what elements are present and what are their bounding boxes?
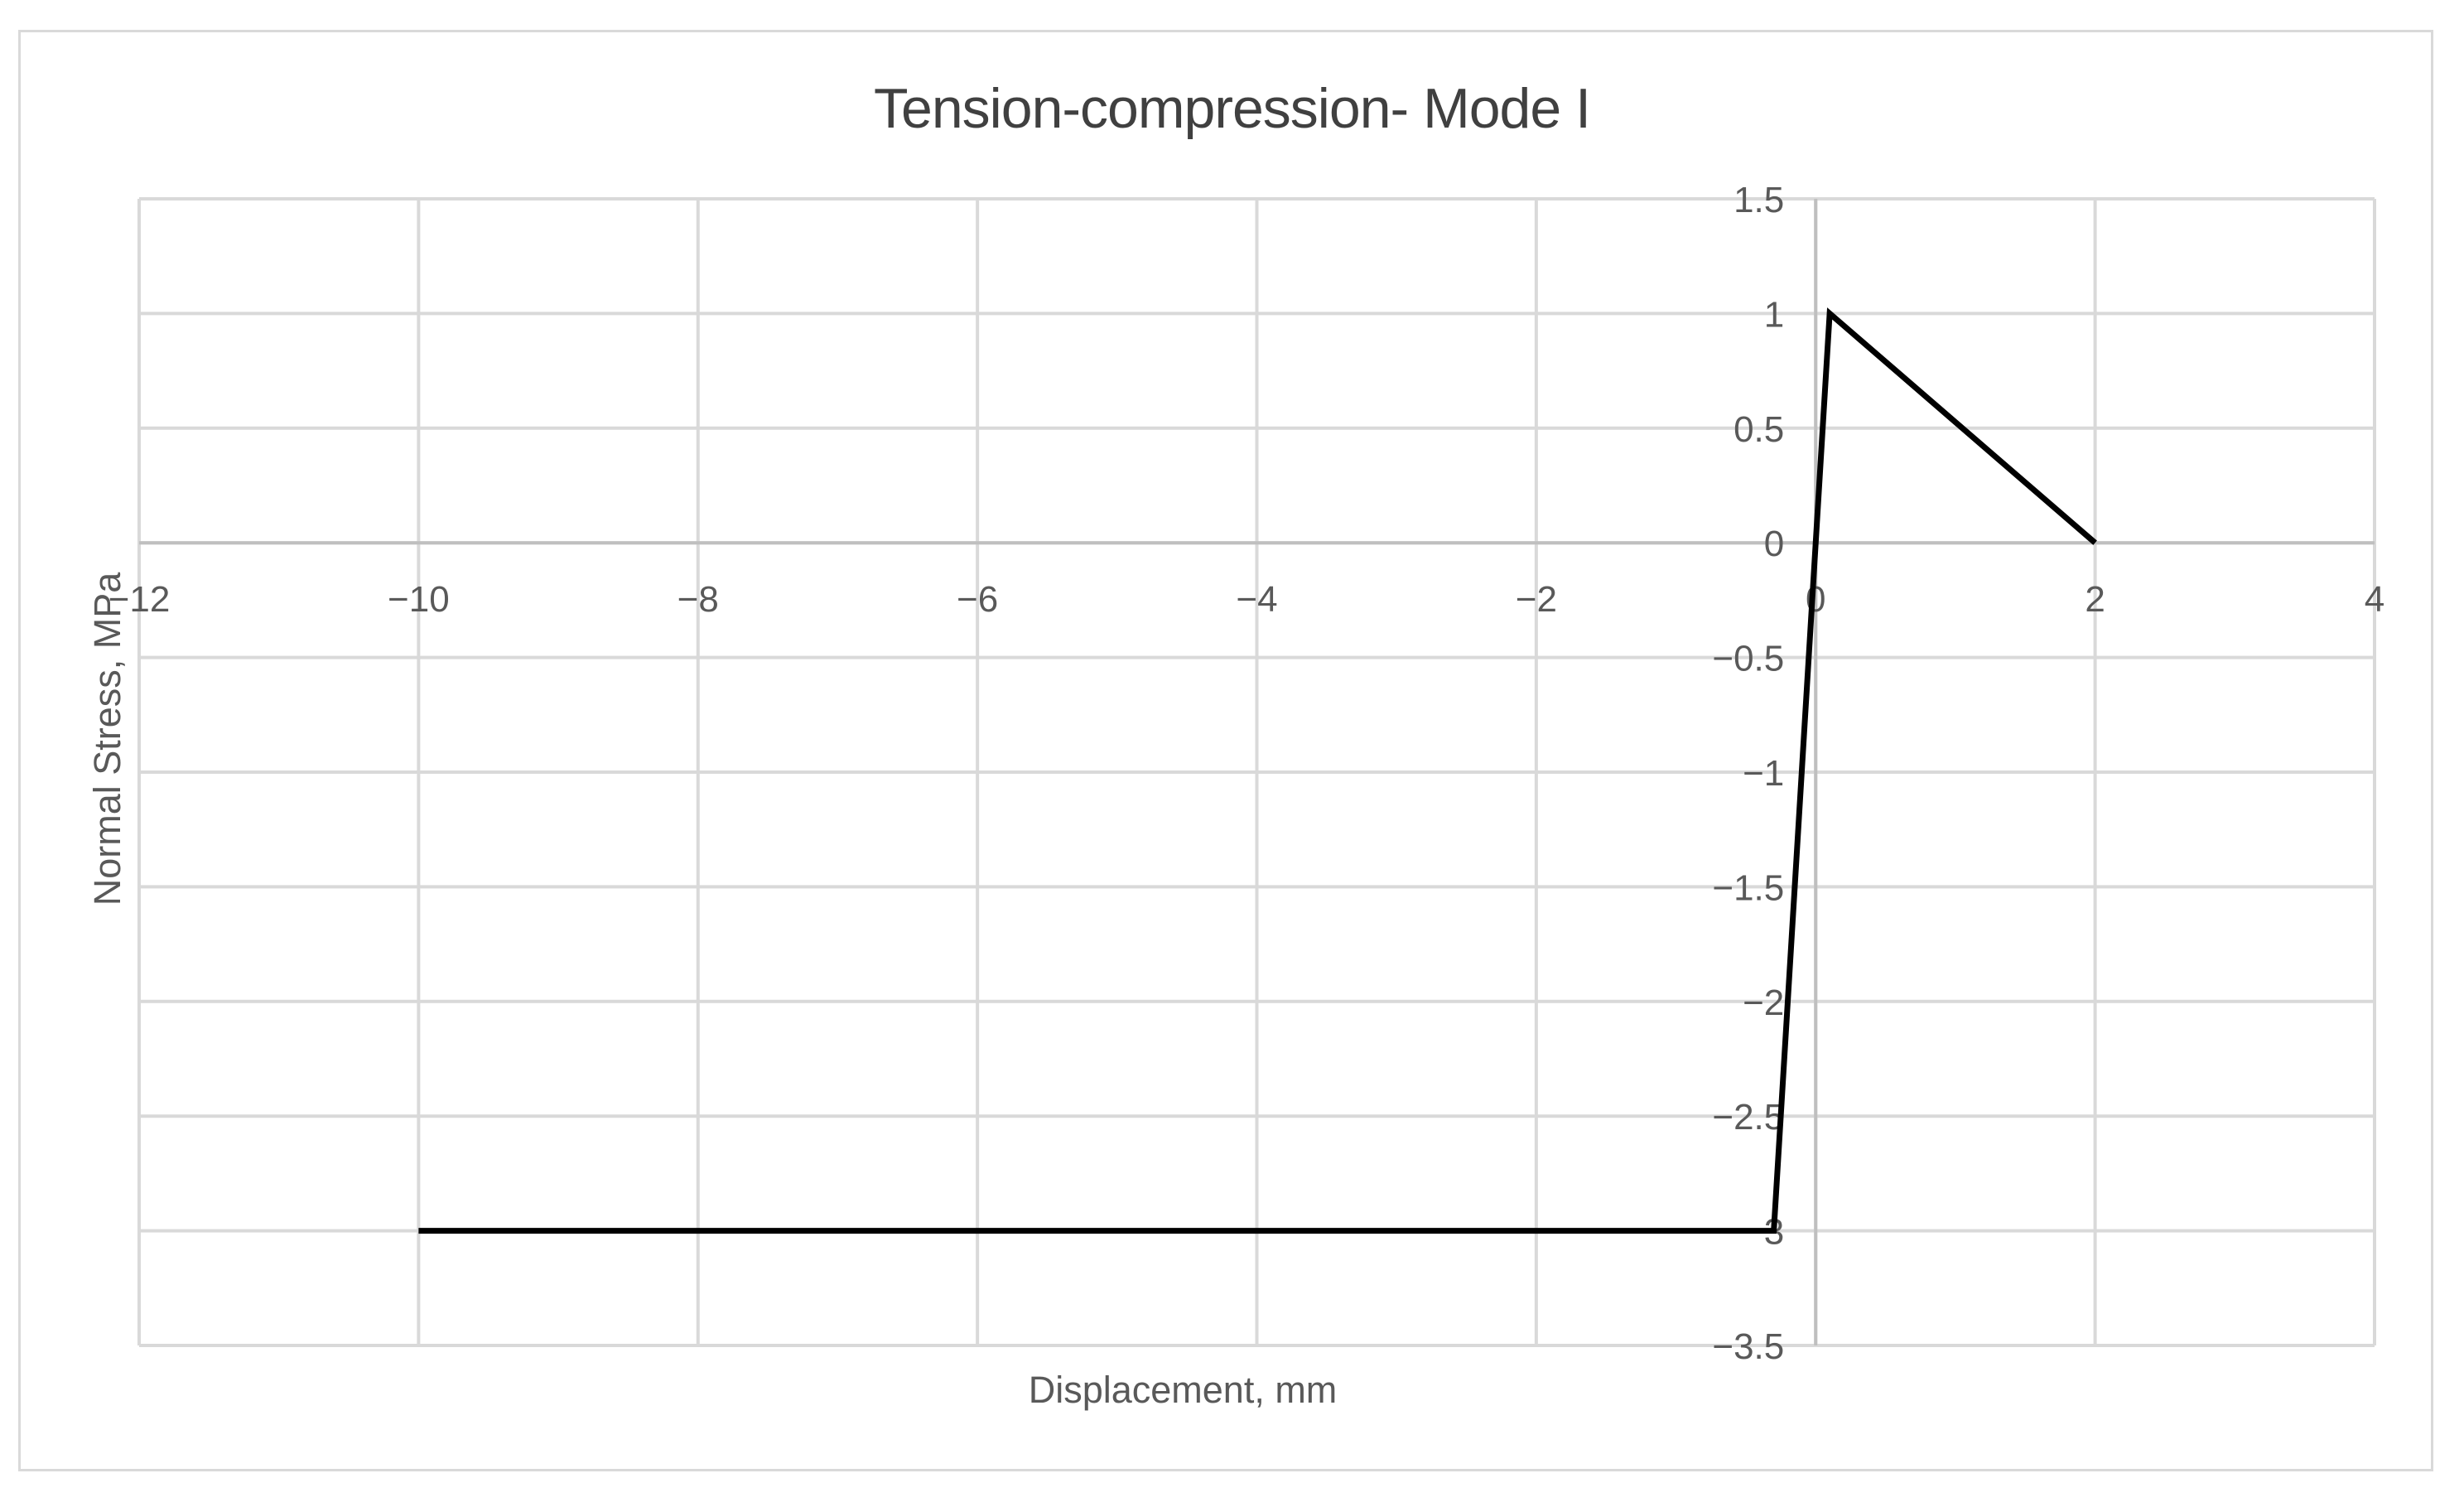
y-tick-label: 0.5 — [1733, 409, 1784, 450]
x-tick-label: −6 — [957, 579, 998, 620]
gridlines — [137, 197, 2376, 1347]
x-axis-title: Displacement, mm — [1028, 1369, 1338, 1411]
axis-lines — [139, 199, 2375, 1345]
y-tick-label: 0 — [1764, 524, 1784, 564]
y-tick-label: −3.5 — [1712, 1326, 1784, 1367]
y-tick-label: −1 — [1743, 753, 1784, 794]
y-axis-title: Normal Stress, MPa — [86, 572, 128, 906]
y-tick-label: −2 — [1743, 983, 1784, 1023]
series-line — [418, 307, 2097, 1234]
y-tick-label: −1.5 — [1712, 867, 1784, 908]
x-tick-label: −8 — [677, 579, 719, 620]
x-tick-label: 2 — [2085, 579, 2105, 620]
y-tick-label: 1 — [1764, 294, 1784, 335]
y-tick-label: 1.5 — [1733, 180, 1784, 220]
x-tick-label: −10 — [388, 579, 450, 620]
tick-labels: −12 −10 −8 −6 −4 −2 0 2 41.510.50−0.5−1−1.5−2−2.… — [108, 180, 2385, 1367]
y-tick-label: −0.5 — [1712, 639, 1784, 679]
x-tick-label: −12 — [108, 579, 171, 620]
series-lines — [418, 307, 2097, 1234]
y-tick-label: −2.5 — [1712, 1097, 1784, 1137]
x-tick-label: −2 — [1516, 579, 1557, 620]
chart-title: Tension-compression- Mode I — [874, 77, 1591, 140]
x-tick-label: 4 — [2365, 579, 2384, 620]
x-tick-label: −4 — [1236, 579, 1277, 620]
